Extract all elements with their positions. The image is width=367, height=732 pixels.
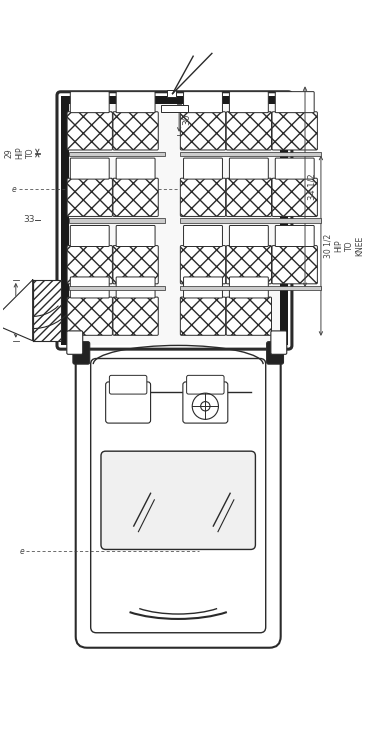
FancyBboxPatch shape — [180, 246, 226, 284]
FancyBboxPatch shape — [106, 382, 150, 423]
FancyBboxPatch shape — [109, 376, 147, 394]
FancyBboxPatch shape — [272, 112, 317, 150]
FancyBboxPatch shape — [184, 277, 222, 298]
Text: 34 1/2: 34 1/2 — [308, 173, 317, 200]
FancyBboxPatch shape — [70, 225, 109, 247]
FancyBboxPatch shape — [226, 246, 272, 284]
FancyBboxPatch shape — [57, 92, 292, 349]
FancyBboxPatch shape — [101, 451, 255, 550]
Bar — [179, 152, 321, 157]
FancyBboxPatch shape — [67, 178, 112, 217]
FancyBboxPatch shape — [226, 297, 272, 335]
FancyBboxPatch shape — [229, 277, 268, 298]
Text: 32: 32 — [4, 305, 13, 316]
FancyBboxPatch shape — [229, 158, 268, 179]
Bar — [167, 90, 176, 97]
FancyBboxPatch shape — [113, 112, 158, 150]
FancyBboxPatch shape — [67, 297, 112, 335]
Bar — [69, 152, 165, 157]
Bar — [280, 95, 288, 346]
FancyBboxPatch shape — [70, 277, 109, 298]
Text: 30 1/2
HIP
TO
KNEE: 30 1/2 HIP TO KNEE — [324, 234, 364, 258]
Text: 30: 30 — [182, 113, 191, 125]
Text: 33: 33 — [23, 215, 34, 225]
FancyBboxPatch shape — [180, 297, 226, 335]
FancyBboxPatch shape — [116, 158, 155, 179]
Text: 29
HIP
TO: 29 HIP TO — [5, 146, 34, 160]
FancyBboxPatch shape — [116, 277, 155, 298]
FancyBboxPatch shape — [73, 342, 90, 364]
FancyBboxPatch shape — [272, 178, 317, 217]
FancyBboxPatch shape — [275, 92, 314, 113]
FancyBboxPatch shape — [184, 225, 222, 247]
FancyBboxPatch shape — [113, 246, 158, 284]
Bar — [69, 285, 165, 290]
FancyBboxPatch shape — [184, 92, 222, 113]
Bar — [69, 104, 280, 346]
FancyBboxPatch shape — [226, 112, 272, 150]
FancyBboxPatch shape — [271, 331, 287, 354]
Bar — [179, 218, 321, 223]
Bar — [61, 95, 288, 104]
FancyBboxPatch shape — [67, 112, 112, 150]
FancyBboxPatch shape — [183, 382, 228, 423]
Bar — [61, 95, 69, 346]
FancyBboxPatch shape — [180, 112, 226, 150]
FancyBboxPatch shape — [70, 158, 109, 179]
FancyBboxPatch shape — [113, 297, 158, 335]
FancyBboxPatch shape — [272, 246, 317, 284]
Bar — [33, 280, 61, 340]
FancyBboxPatch shape — [70, 92, 109, 113]
FancyBboxPatch shape — [67, 331, 83, 354]
FancyBboxPatch shape — [275, 225, 314, 247]
Text: e: e — [19, 547, 24, 556]
FancyBboxPatch shape — [116, 225, 155, 247]
FancyBboxPatch shape — [267, 342, 283, 364]
Bar — [179, 285, 321, 290]
FancyBboxPatch shape — [184, 158, 222, 179]
FancyBboxPatch shape — [113, 178, 158, 217]
FancyBboxPatch shape — [116, 92, 155, 113]
FancyBboxPatch shape — [275, 158, 314, 179]
FancyBboxPatch shape — [76, 335, 281, 648]
Polygon shape — [0, 280, 33, 340]
FancyBboxPatch shape — [229, 225, 268, 247]
Bar — [69, 218, 165, 223]
FancyBboxPatch shape — [180, 178, 226, 217]
FancyBboxPatch shape — [186, 376, 224, 394]
FancyBboxPatch shape — [67, 246, 112, 284]
Text: e: e — [12, 184, 17, 194]
Bar — [161, 105, 188, 112]
FancyBboxPatch shape — [226, 178, 272, 217]
FancyBboxPatch shape — [229, 92, 268, 113]
